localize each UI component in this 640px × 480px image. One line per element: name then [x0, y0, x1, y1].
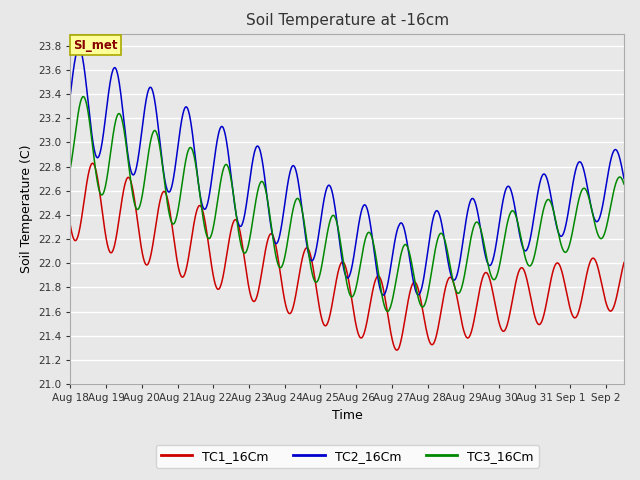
TC1_16Cm — [604, 306, 612, 312]
TC3_16Cm — [620, 181, 628, 187]
TC1_16Cm — [605, 306, 612, 312]
TC1_16Cm — [67, 223, 74, 228]
TC3_16Cm — [79, 94, 87, 99]
TC2_16Cm — [620, 176, 628, 181]
Line: TC1_16Cm: TC1_16Cm — [70, 163, 624, 350]
TC3_16Cm — [95, 187, 103, 192]
Legend: TC1_16Cm, TC2_16Cm, TC3_16Cm: TC1_16Cm, TC2_16Cm, TC3_16Cm — [156, 444, 539, 468]
TC1_16Cm — [95, 184, 103, 190]
Y-axis label: Soil Temperature (C): Soil Temperature (C) — [20, 144, 33, 273]
TC3_16Cm — [67, 165, 74, 170]
TC2_16Cm — [75, 45, 83, 51]
Line: TC2_16Cm: TC2_16Cm — [70, 48, 624, 295]
TC2_16Cm — [503, 184, 511, 190]
TC3_16Cm — [605, 215, 612, 220]
TC3_16Cm — [503, 222, 511, 228]
TC1_16Cm — [393, 347, 401, 353]
TC2_16Cm — [95, 153, 103, 159]
TC1_16Cm — [321, 323, 329, 329]
TC2_16Cm — [380, 292, 387, 298]
TC1_16Cm — [503, 323, 511, 329]
TC2_16Cm — [321, 191, 329, 197]
TC1_16Cm — [336, 263, 344, 269]
TC3_16Cm — [336, 236, 344, 241]
TC3_16Cm — [604, 216, 612, 222]
TC2_16Cm — [604, 170, 612, 176]
Line: TC3_16Cm: TC3_16Cm — [70, 96, 624, 312]
TC2_16Cm — [605, 168, 612, 174]
X-axis label: Time: Time — [332, 408, 363, 421]
TC1_16Cm — [89, 160, 97, 166]
TC2_16Cm — [67, 91, 74, 97]
TC1_16Cm — [620, 260, 628, 265]
TC3_16Cm — [383, 309, 391, 314]
TC2_16Cm — [336, 241, 344, 247]
Title: Soil Temperature at -16cm: Soil Temperature at -16cm — [246, 13, 449, 28]
TC3_16Cm — [321, 243, 329, 249]
Text: SI_met: SI_met — [73, 39, 118, 52]
